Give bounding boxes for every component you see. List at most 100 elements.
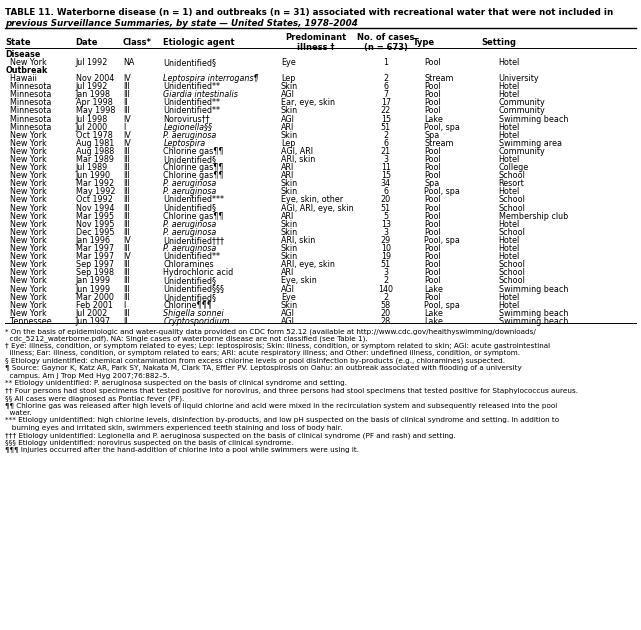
Text: Class*: Class* [123, 38, 152, 47]
Text: Tennessee: Tennessee [5, 317, 52, 326]
Text: Pool: Pool [424, 98, 441, 107]
Text: Lake: Lake [424, 285, 443, 294]
Text: ††† Etiology unidentified: Legionella and P. aeruginosa suspected on the basis o: ††† Etiology unidentified: Legionella an… [5, 432, 456, 438]
Text: AGI, ARI, eye, skin: AGI, ARI, eye, skin [281, 203, 353, 212]
Text: School: School [499, 277, 526, 285]
Text: Pool: Pool [424, 252, 441, 261]
Text: New York: New York [5, 212, 47, 220]
Text: Unidentified**: Unidentified** [163, 82, 221, 91]
Text: Lake: Lake [424, 317, 443, 326]
Text: Setting: Setting [481, 38, 516, 47]
Text: New York: New York [5, 220, 47, 229]
Text: New York: New York [5, 260, 47, 269]
Text: Hotel: Hotel [499, 123, 520, 132]
Text: New York: New York [5, 171, 47, 180]
Text: Leptospira interrogans¶: Leptospira interrogans¶ [163, 74, 259, 83]
Text: Predominant: Predominant [285, 33, 347, 42]
Text: Hotel: Hotel [499, 82, 520, 91]
Text: Jul 1998: Jul 1998 [76, 115, 108, 123]
Text: Minnesota: Minnesota [5, 123, 51, 132]
Text: Shigella sonnei: Shigella sonnei [163, 309, 224, 318]
Text: Membership club: Membership club [499, 212, 568, 220]
Text: Spa: Spa [424, 180, 440, 188]
Text: Jan 1998: Jan 1998 [76, 90, 111, 100]
Text: New York: New York [5, 147, 47, 156]
Text: 58: 58 [381, 301, 391, 310]
Text: I: I [123, 123, 126, 132]
Text: School: School [499, 203, 526, 212]
Text: Nov 2004: Nov 2004 [76, 74, 114, 83]
Text: III: III [123, 220, 130, 229]
Text: Hotel: Hotel [499, 252, 520, 261]
Text: ARI: ARI [281, 163, 294, 172]
Text: Swimming beach: Swimming beach [499, 115, 568, 123]
Text: AGI, ARI: AGI, ARI [281, 147, 313, 156]
Text: Unidentified**: Unidentified** [163, 98, 221, 107]
Text: AGI: AGI [281, 285, 295, 294]
Text: 51: 51 [381, 260, 391, 269]
Text: New York: New York [5, 139, 47, 148]
Text: Jul 1992: Jul 1992 [76, 58, 108, 67]
Text: Hydrochloric acid: Hydrochloric acid [163, 268, 234, 277]
Text: III: III [123, 82, 130, 91]
Text: Eye, skin: Eye, skin [281, 277, 317, 285]
Text: Mar 1995: Mar 1995 [76, 212, 113, 220]
Text: Unidentified**: Unidentified** [163, 106, 221, 115]
Text: 3: 3 [383, 268, 388, 277]
Text: III: III [123, 309, 130, 318]
Text: Sep 1998: Sep 1998 [76, 268, 113, 277]
Text: IV: IV [123, 139, 131, 148]
Text: Lake: Lake [424, 115, 443, 123]
Text: §§§ Etiology unidentified: norovirus suspected on the basis of clinical syndrome: §§§ Etiology unidentified: norovirus sus… [5, 440, 294, 445]
Text: 7: 7 [383, 90, 388, 100]
Text: ARI, eye, skin: ARI, eye, skin [281, 260, 335, 269]
Text: Oct 1978: Oct 1978 [76, 131, 112, 140]
Text: Hotel: Hotel [499, 187, 520, 197]
Text: IV: IV [123, 115, 131, 123]
Text: Pool: Pool [424, 212, 441, 220]
Text: University: University [499, 74, 539, 83]
Text: 34: 34 [381, 180, 391, 188]
Text: 17: 17 [381, 98, 391, 107]
Text: III: III [123, 244, 130, 253]
Text: 15: 15 [381, 171, 391, 180]
Text: Oct 1992: Oct 1992 [76, 195, 113, 205]
Text: May 1998: May 1998 [76, 106, 115, 115]
Text: Mar 1997: Mar 1997 [76, 244, 113, 253]
Text: Hotel: Hotel [499, 220, 520, 229]
Text: Jun 1999: Jun 1999 [76, 285, 111, 294]
Text: IV: IV [123, 74, 131, 83]
Text: Hotel: Hotel [499, 131, 520, 140]
Text: AGI: AGI [281, 115, 295, 123]
Text: II: II [123, 98, 128, 107]
Text: Hotel: Hotel [499, 236, 520, 245]
Text: Pool: Pool [424, 90, 441, 100]
Text: AGI: AGI [281, 309, 295, 318]
Text: New York: New York [5, 268, 47, 277]
Text: Swimming area: Swimming area [499, 139, 562, 148]
Text: *** Etiology unidentified: high chlorine levels, disinfection by-products, and l: *** Etiology unidentified: high chlorine… [5, 417, 559, 423]
Text: previous Surveillance Summaries, by state — United States, 1978–2004: previous Surveillance Summaries, by stat… [5, 19, 358, 28]
Text: 2: 2 [383, 277, 388, 285]
Text: 140: 140 [378, 285, 394, 294]
Text: School: School [499, 228, 526, 237]
Text: Pool, spa: Pool, spa [424, 236, 460, 245]
Text: III: III [123, 228, 130, 237]
Text: Disease: Disease [5, 50, 40, 59]
Text: 10: 10 [381, 244, 391, 253]
Text: 2: 2 [383, 74, 388, 83]
Text: Pool: Pool [424, 220, 441, 229]
Text: I: I [123, 301, 126, 310]
Text: Mar 1997: Mar 1997 [76, 252, 113, 261]
Text: Cryptosporidium: Cryptosporidium [163, 317, 230, 326]
Text: Minnesota: Minnesota [5, 98, 51, 107]
Text: P. aeruginosa: P. aeruginosa [163, 187, 217, 197]
Text: 1: 1 [383, 58, 388, 67]
Text: Chlorine gas¶¶: Chlorine gas¶¶ [163, 171, 224, 180]
Text: Community: Community [499, 98, 545, 107]
Text: Jan 1999: Jan 1999 [76, 277, 111, 285]
Text: School: School [499, 171, 526, 180]
Text: NA: NA [123, 58, 135, 67]
Text: Ear, eye, skin: Ear, eye, skin [281, 98, 335, 107]
Text: III: III [123, 292, 130, 302]
